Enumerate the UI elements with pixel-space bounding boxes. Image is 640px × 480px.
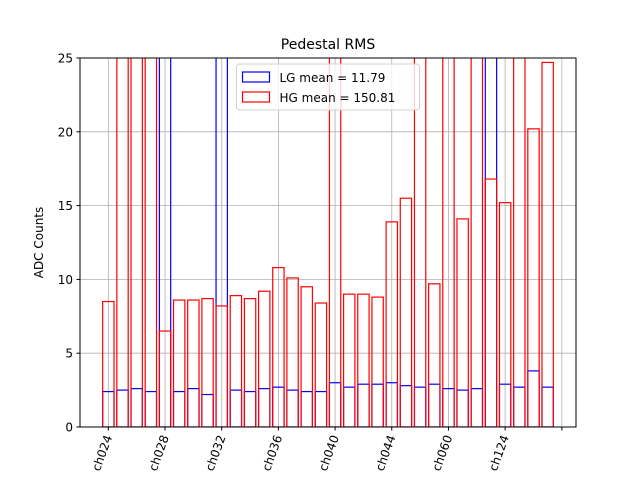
- bar: [371, 296, 384, 427]
- y-tick-label: 25: [58, 52, 73, 66]
- bar: [484, 178, 498, 427]
- legend-box: [236, 63, 420, 111]
- legend-label: HG mean = 150.81: [280, 91, 396, 105]
- bar: [456, 218, 469, 427]
- legend-swatch: [241, 91, 271, 103]
- bar: [102, 300, 115, 427]
- bar: [300, 286, 314, 427]
- axes-frame: [79, 57, 577, 428]
- bar: [385, 221, 399, 427]
- bar: [428, 283, 441, 427]
- bar: [286, 277, 299, 427]
- legend-swatch: [241, 71, 271, 83]
- grid: [80, 57, 576, 428]
- bar: [342, 293, 356, 427]
- y-tick-label: 10: [58, 273, 73, 287]
- bar: [527, 128, 540, 427]
- chart-title: Pedestal RMS: [281, 37, 376, 53]
- y-tick-label: 5: [65, 347, 73, 361]
- bar: [357, 293, 370, 427]
- bar: [201, 297, 214, 427]
- legend-label: LG mean = 11.79: [280, 71, 386, 85]
- bar: [158, 330, 172, 427]
- bar: [399, 197, 413, 427]
- y-axis-label: ADC Counts: [32, 207, 46, 279]
- y-tick-label: 0: [65, 421, 73, 435]
- bar: [498, 202, 512, 427]
- bar: [272, 266, 285, 427]
- y-tick-label: 15: [58, 199, 73, 213]
- bar: [243, 297, 257, 427]
- bar: [257, 290, 271, 427]
- y-tick-label: 20: [58, 125, 73, 139]
- legend: LG mean = 11.79 HG mean = 150.81: [236, 63, 420, 111]
